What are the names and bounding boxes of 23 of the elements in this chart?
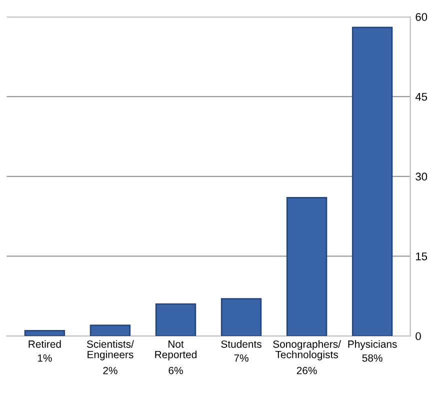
data-label: 26% <box>296 366 317 374</box>
bar <box>220 298 262 336</box>
x-tick-label: Retired <box>28 340 61 348</box>
bar <box>286 196 328 336</box>
data-label: 6% <box>168 366 183 374</box>
data-label: 2% <box>103 366 118 374</box>
y-tick-label: 60 <box>416 13 428 21</box>
x-tick-label: Physicians <box>348 340 397 350</box>
bar <box>24 330 66 336</box>
data-label: 7% <box>234 354 248 362</box>
x-tick-label: Students <box>221 340 262 348</box>
y-tick-label: 0 <box>416 332 421 340</box>
data-label: 1% <box>38 354 52 362</box>
x-tick-label: Sonographers/ Technologists <box>273 340 341 360</box>
x-tick-label: Scientists/ Engineers <box>86 340 134 360</box>
y-tick-label: 15 <box>416 252 428 260</box>
x-tick-label: Not Reported <box>155 340 196 360</box>
bar <box>155 303 196 336</box>
data-label: 58% <box>362 354 382 362</box>
y-tick-label: 45 <box>415 92 428 101</box>
y-tick-label: 30 <box>416 172 428 181</box>
bar <box>352 26 393 336</box>
bar <box>90 324 131 336</box>
